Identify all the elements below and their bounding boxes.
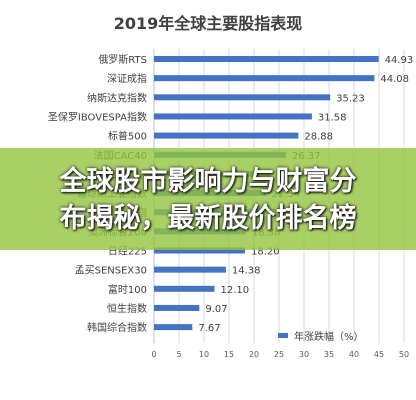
x-tick-label: 40 — [349, 350, 359, 359]
overlay-headline-line1: 全球股市影响力与财富分 — [59, 166, 357, 197]
legend: 年涨跌幅（%） — [278, 330, 364, 343]
bar — [154, 285, 215, 292]
data-label: 7.67 — [198, 323, 220, 334]
chart-title: 2019年全球主要股指表现 — [114, 14, 303, 33]
x-tick-label: 35 — [324, 350, 334, 359]
legend-swatch — [278, 333, 288, 338]
category-label: 恒生指数 — [107, 302, 147, 315]
overlay-banner — [0, 148, 416, 250]
bar — [154, 94, 331, 101]
data-label: 9.07 — [205, 304, 227, 315]
bar — [154, 132, 299, 139]
x-tick-label: 5 — [176, 350, 181, 359]
bar — [154, 304, 200, 311]
x-tick-label: 45 — [374, 350, 384, 359]
data-label: 12.10 — [221, 285, 250, 296]
category-label: 标普500 — [108, 130, 147, 143]
x-tick-label: 25 — [274, 350, 284, 359]
bar — [154, 75, 375, 82]
data-label: 35.23 — [336, 93, 365, 104]
x-tick-label: 50 — [399, 350, 409, 359]
category-label: 韩国综合指数 — [87, 321, 147, 334]
bar — [154, 266, 226, 273]
data-label: 31.58 — [318, 112, 347, 123]
x-tick-label: 30 — [299, 350, 309, 359]
x-tick-label: 20 — [249, 350, 259, 359]
x-axis-ticks: 0 5 10 15 20 25 30 35 40 45 50 — [151, 350, 409, 359]
bar — [154, 56, 379, 62]
category-label: 富时100 — [108, 283, 147, 296]
data-label: 18.20 — [251, 247, 280, 258]
category-label: 圣保罗IBOVESPA指数 — [48, 110, 147, 123]
x-tick-label: 0 — [151, 350, 156, 359]
legend-label: 年涨跌幅（%） — [294, 330, 364, 343]
x-tick-label: 15 — [224, 350, 234, 359]
category-label: 俄罗斯RTS — [98, 53, 147, 66]
bar — [154, 247, 245, 254]
data-label: 44.08 — [380, 74, 409, 85]
data-label: 44.93 — [385, 55, 414, 66]
bar — [154, 113, 312, 120]
category-label: 孟买SENSEX30 — [75, 265, 147, 277]
overlay-headline-line2: 布揭秘，最新股价排名榜 — [59, 203, 357, 234]
category-label: 深证成指 — [107, 72, 147, 85]
overlay-headline: 全球股市影响力与财富分 布揭秘，最新股价排名榜 — [0, 163, 416, 237]
x-tick-label: 10 — [199, 350, 209, 359]
category-label: 纳斯达克指数 — [87, 91, 147, 104]
data-label: 28.88 — [304, 132, 333, 143]
bar — [154, 324, 193, 331]
data-label: 14.38 — [232, 266, 261, 277]
